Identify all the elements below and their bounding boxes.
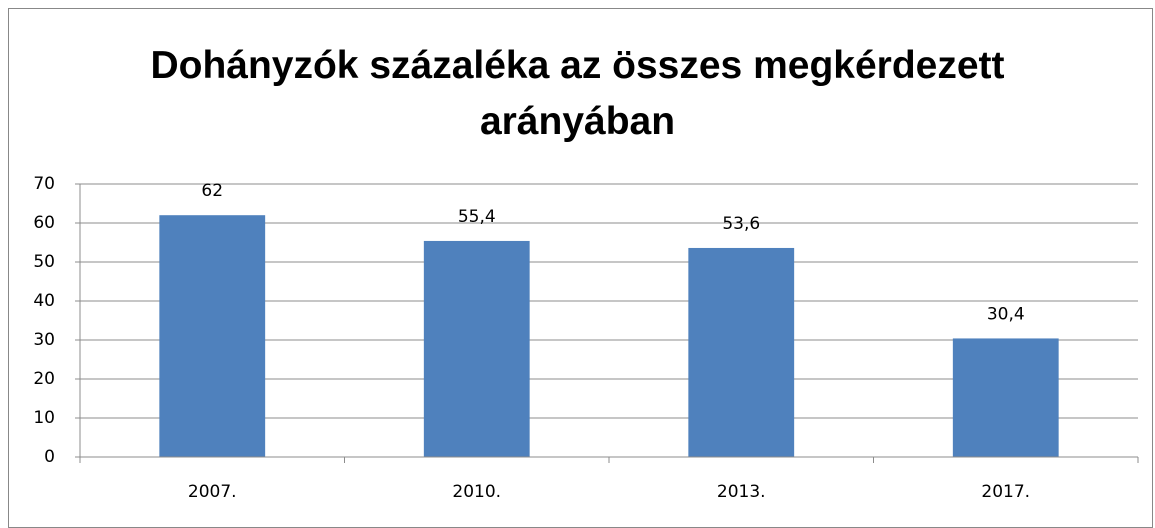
bar (159, 215, 266, 457)
y-tick-label: 10 (33, 408, 55, 428)
y-tick-label: 0 (44, 447, 55, 467)
y-tick-label: 70 (33, 174, 55, 194)
x-tick-label: 2017. (981, 482, 1030, 502)
data-label: 30,4 (987, 304, 1025, 324)
page: Dohányzók százaléka az összes megkérdeze… (8, 8, 1153, 528)
y-tick-label: 20 (33, 369, 55, 389)
chart-title: Dohányzók százaléka az összes megkérdeze… (150, 44, 1005, 143)
bar (423, 240, 530, 457)
y-tick-label: 50 (33, 252, 55, 272)
y-tick-label: 60 (33, 213, 55, 233)
x-tick-label: 2007. (188, 482, 237, 502)
y-tick-label: 40 (33, 291, 55, 311)
chart: 0 10 20 30 40 50 60 70 2007. 62 2010. 55,4 2013. 53,6… (33, 174, 1139, 502)
data-label: 53,6 (722, 214, 760, 234)
data-label: 55,4 (458, 207, 496, 227)
data-label: 62 (201, 181, 223, 201)
bar (688, 247, 795, 457)
x-tick-label: 2013. (717, 482, 766, 502)
x-tick-label: 2010. (452, 482, 501, 502)
bar (952, 338, 1059, 457)
y-tick-label: 30 (33, 330, 55, 350)
